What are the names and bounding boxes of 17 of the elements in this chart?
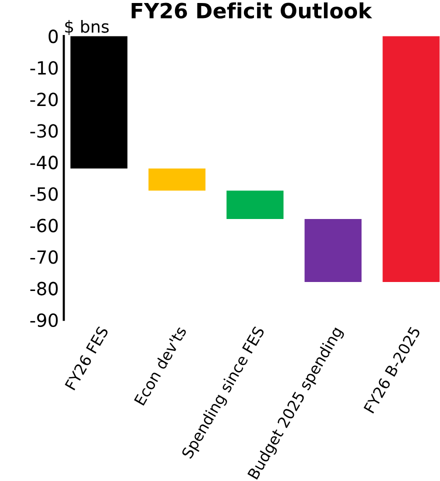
chart-title: FY26 Deficit Outlook [132,2,372,19]
y-tick-label: -90 [30,313,58,327]
y-tick-label: -60 [30,218,58,232]
y-tick-label: -80 [30,282,58,296]
bar [304,218,362,282]
bar [226,190,284,219]
y-tick-label: 0 [48,30,58,44]
y-axis-title: $ bns [65,20,109,36]
bar [70,36,128,169]
y-tick-label: -70 [30,250,58,264]
bar [148,168,206,191]
y-tick-label: -20 [30,92,58,106]
y-tick-label: -50 [30,187,58,201]
bar [382,36,440,282]
y-tick-label: -30 [30,124,58,138]
y-tick-label: -40 [30,156,58,170]
y-tick-label: -10 [30,61,58,75]
